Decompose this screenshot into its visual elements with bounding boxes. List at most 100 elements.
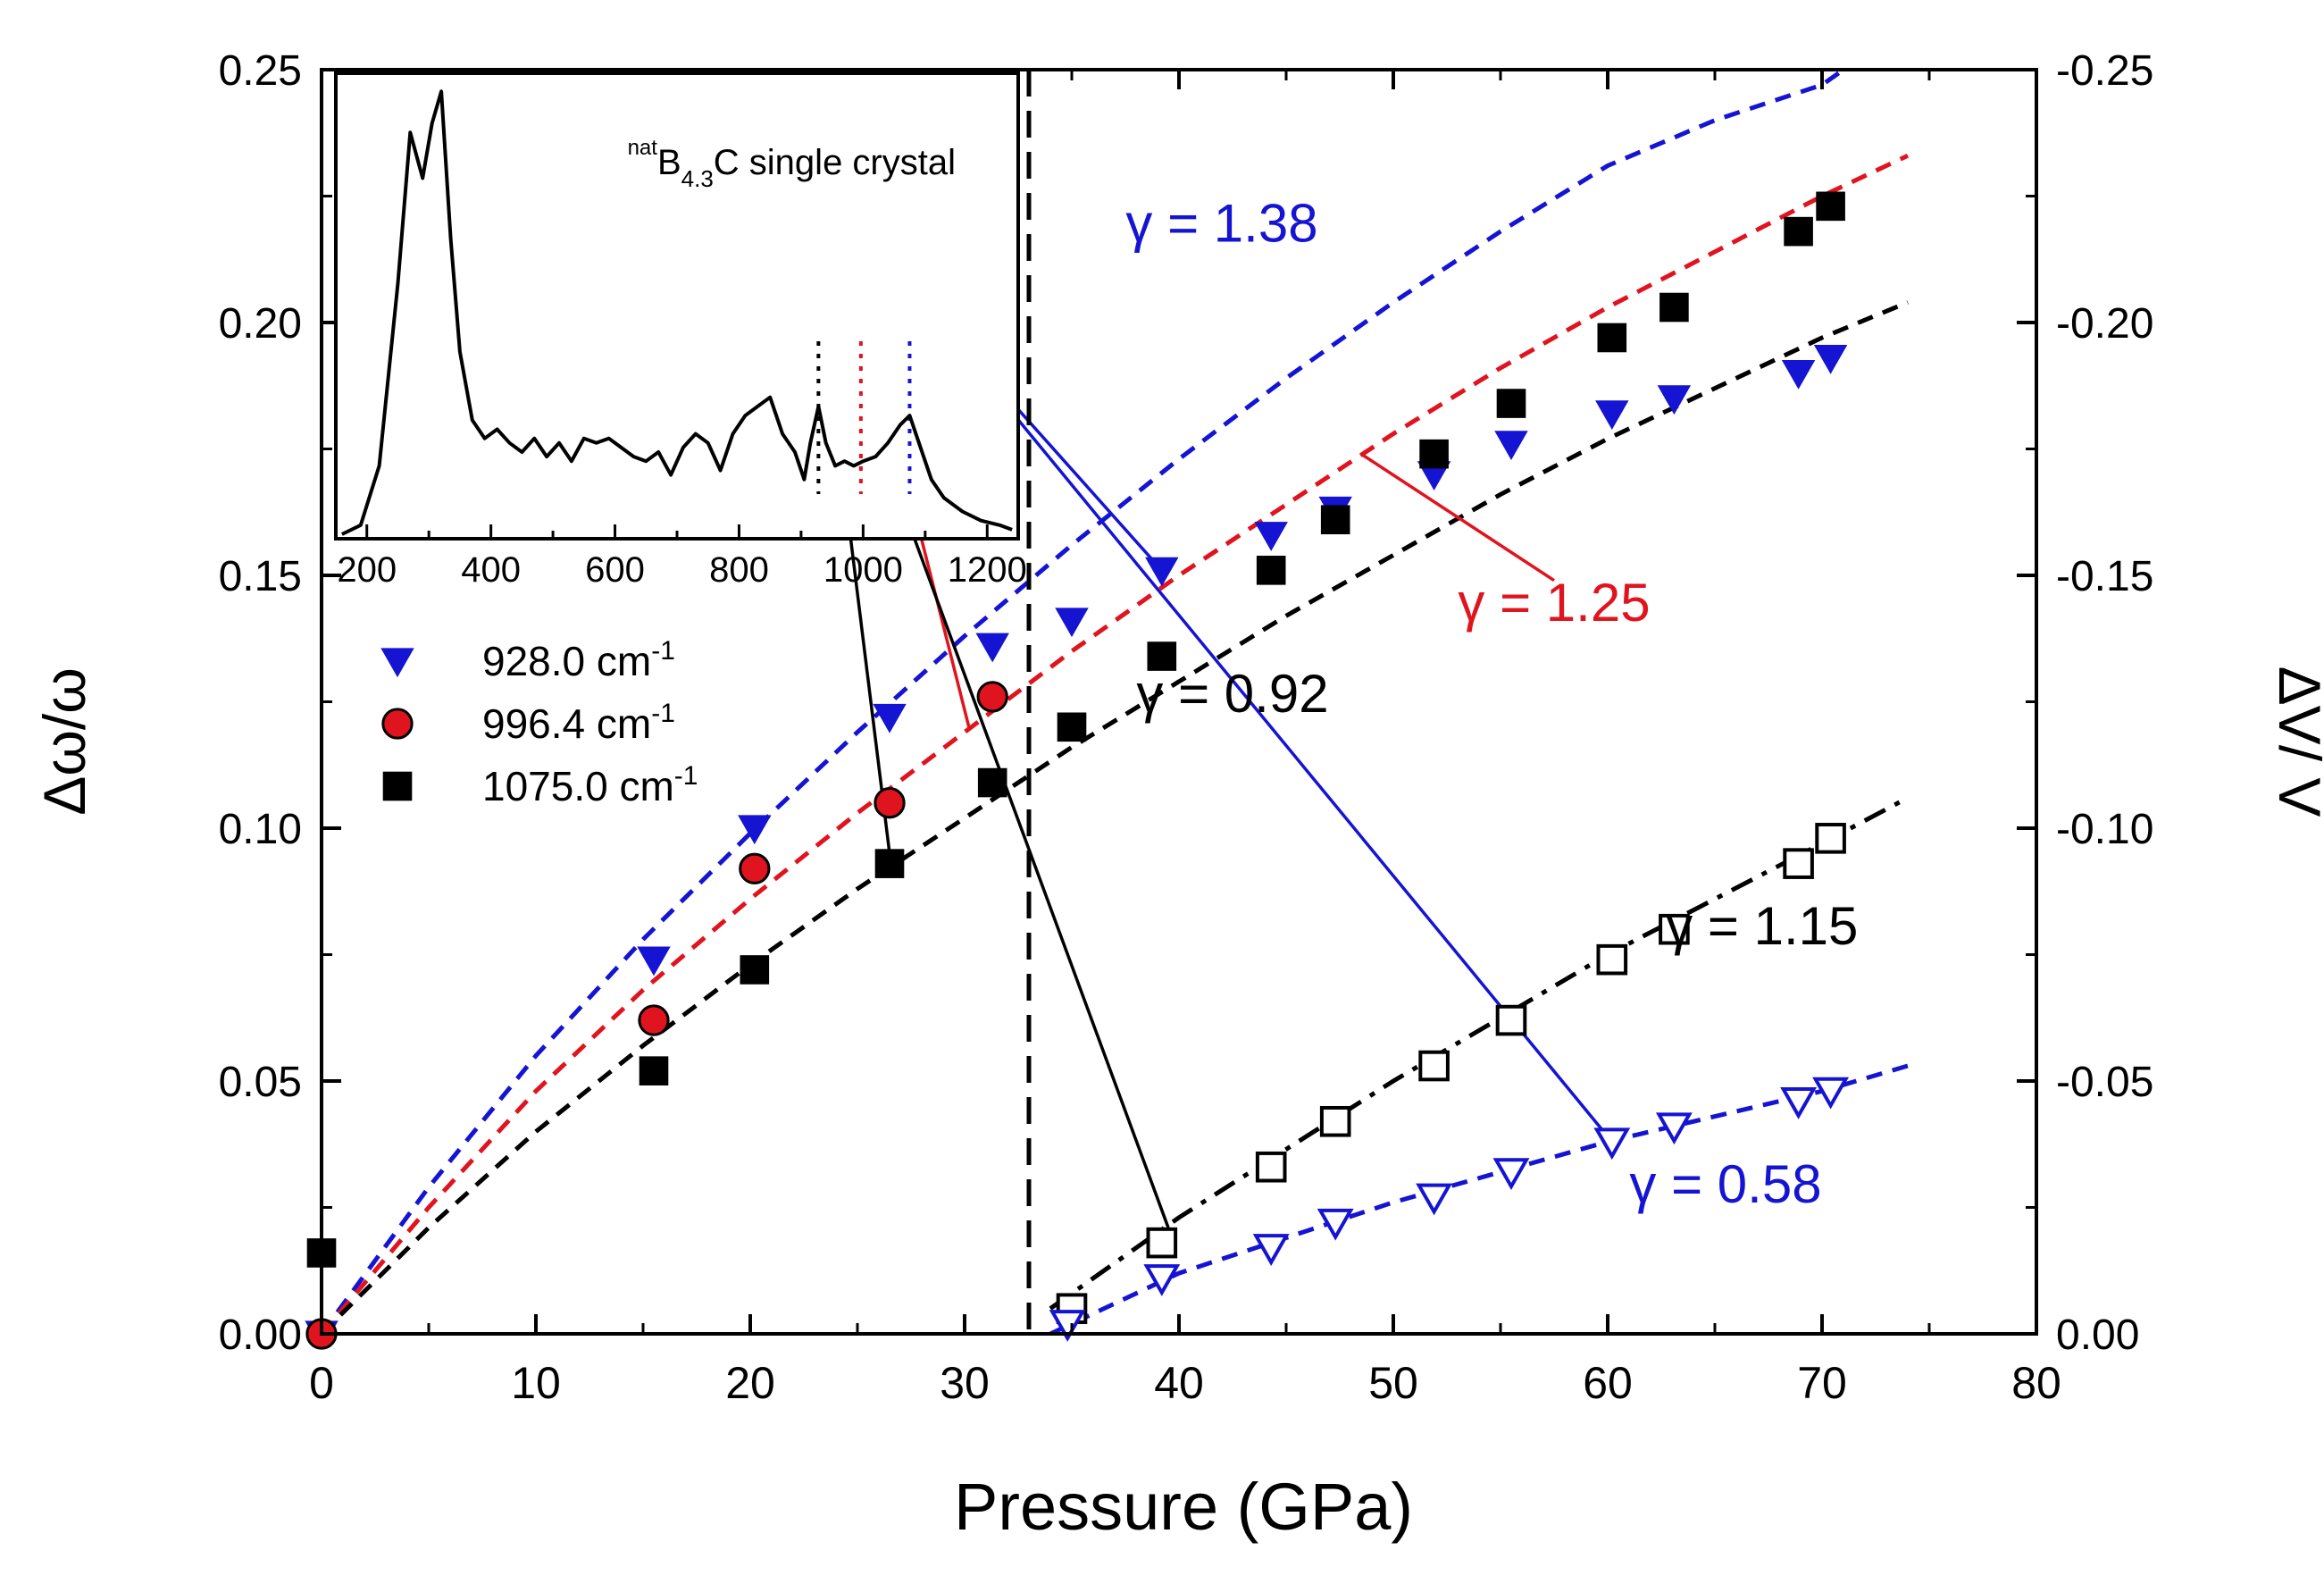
data-point — [1319, 1105, 1351, 1137]
data-point — [1049, 1310, 1086, 1342]
data-point — [1143, 1264, 1181, 1296]
data-point — [1595, 400, 1629, 431]
data-point — [1495, 1004, 1527, 1036]
inset-x-tick-label: 400 — [461, 550, 521, 590]
data-point — [1781, 360, 1816, 390]
data-point — [977, 767, 1007, 798]
legend: 928.0 cm-1 996.4 cm-1 1075.0 cm-1 — [380, 636, 698, 809]
data-point — [1657, 385, 1692, 415]
x-tick-label: 80 — [2011, 1358, 2061, 1408]
fit-curve — [1049, 795, 1910, 1311]
data-point — [1655, 1112, 1693, 1145]
data-point — [1255, 1151, 1287, 1183]
gamma-label: γ = 0.92 — [1136, 664, 1328, 724]
data-point — [1416, 1183, 1453, 1216]
data-point — [638, 1004, 670, 1036]
y-tick-label-left: 0.00 — [219, 1312, 302, 1359]
y-tick-label-right: -0.15 — [2056, 553, 2153, 600]
inset-x-tick-label: 600 — [585, 550, 645, 590]
fit-curve — [319, 67, 1845, 1336]
data-point — [1419, 439, 1449, 469]
gamma-annotations: γ = 1.38 γ = 1.25 γ = 0.92 γ = 1.15 γ = 0.58 — [1125, 193, 1858, 1213]
x-tick-label: 20 — [725, 1358, 775, 1408]
y-tick-label-right: -0.20 — [2056, 300, 2153, 348]
inset-x-tick-label: 1200 — [948, 550, 1027, 590]
data-point — [1659, 913, 1690, 945]
x-tick-label: 70 — [1797, 1358, 1847, 1408]
connector-line — [1360, 452, 1555, 582]
y-axis-label-right: ΔV/ V — [2267, 666, 2324, 817]
data-point — [1815, 823, 1846, 854]
data-point — [739, 852, 771, 884]
fit-curve — [320, 300, 1909, 1336]
data-point — [1784, 216, 1813, 247]
legend-label: 1075.0 cm-1 — [482, 761, 698, 809]
legend-label: 928.0 cm-1 — [482, 636, 675, 684]
data-point — [1494, 431, 1528, 461]
x-tick-label: 0 — [309, 1358, 334, 1408]
legend-marker — [381, 708, 414, 740]
y-axis-label-left: Δω/ω — [31, 667, 97, 815]
data-point — [1813, 345, 1848, 374]
data-point — [1596, 943, 1628, 976]
y-tick-label-left: 0.05 — [219, 1059, 302, 1106]
inset-x-tick-label: 800 — [709, 550, 769, 590]
data-point — [1418, 1050, 1450, 1082]
data-point — [1496, 389, 1526, 418]
y-tick-label-right: -0.10 — [2056, 806, 2153, 853]
y-tick-label-right: -0.05 — [2056, 1059, 2153, 1106]
data-point — [740, 955, 770, 985]
y-tick-label-left: 0.10 — [219, 806, 302, 853]
data-point — [1055, 608, 1089, 638]
data-point — [975, 633, 1009, 663]
data-point — [1145, 557, 1179, 587]
y-tick-label-left: 0.25 — [219, 47, 302, 95]
y-tick-label-left: 0.20 — [219, 300, 302, 348]
gamma-label: γ = 0.58 — [1629, 1154, 1821, 1214]
gamma-label: γ = 1.15 — [1666, 896, 1858, 956]
inset-title: natB4.3C single crystal — [628, 136, 956, 192]
data-point — [1659, 292, 1689, 323]
data-points — [305, 191, 1850, 1351]
data-point — [976, 681, 1008, 713]
legend-marker — [380, 648, 414, 678]
data-point — [1593, 1127, 1631, 1161]
connector-line — [908, 286, 1614, 1144]
data-point — [1492, 1158, 1530, 1191]
x-tick-label: 30 — [940, 1358, 990, 1408]
data-point — [874, 849, 905, 878]
x-tick-label: 60 — [1583, 1358, 1633, 1408]
data-point — [637, 946, 671, 976]
x-axis-label: Pressure (GPa) — [954, 1470, 1413, 1544]
data-point — [1146, 1227, 1178, 1259]
gamma-label: γ = 1.38 — [1125, 193, 1317, 253]
x-tick-label: 50 — [1368, 1358, 1418, 1408]
data-point — [639, 1056, 669, 1085]
data-point — [1783, 848, 1814, 879]
x-tick-label: 10 — [511, 1358, 561, 1408]
x-tick-label: 40 — [1154, 1358, 1204, 1408]
data-point — [874, 787, 906, 819]
y-tick-label-left: 0.15 — [219, 553, 302, 600]
data-point — [1597, 323, 1627, 353]
y-tick-label-right: -0.25 — [2056, 47, 2153, 95]
legend-marker — [382, 771, 413, 801]
data-point — [1252, 1234, 1290, 1266]
axes: 0 10 20 30 40 50 60 70 80 0.00 0.05 0.10 0.15 0.20 0.2… — [219, 47, 2154, 1408]
data-point — [873, 703, 907, 733]
data-point — [1320, 505, 1350, 535]
fit-curve — [320, 153, 1910, 1336]
data-point — [1812, 1077, 1850, 1110]
data-point — [1057, 712, 1087, 742]
inset-x-tick-label: 1000 — [823, 550, 903, 590]
data-point — [1816, 191, 1845, 222]
data-point — [1780, 1087, 1818, 1119]
inset-x-tick-label: 200 — [337, 550, 397, 590]
data-point — [1317, 1208, 1354, 1241]
data-point — [1256, 556, 1286, 585]
gamma-label: γ = 1.25 — [1458, 573, 1650, 633]
data-point — [1254, 522, 1288, 551]
data-point — [738, 815, 772, 845]
inset-spectrum: 200 400 600 800 1000 1200 natB4.3C single crys… — [334, 71, 1027, 590]
